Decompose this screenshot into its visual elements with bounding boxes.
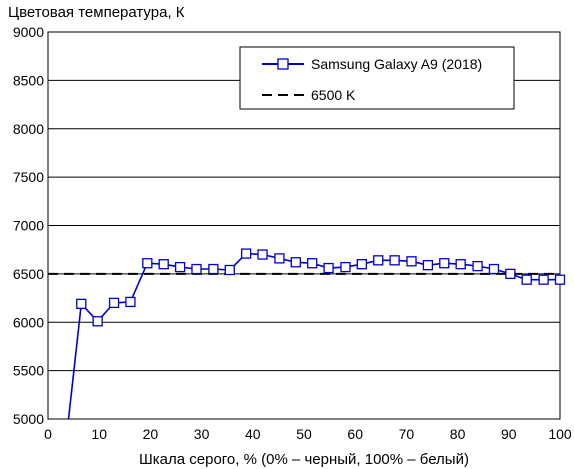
data-point xyxy=(125,296,136,308)
data-point xyxy=(307,258,318,269)
x-tick-label: 50 xyxy=(296,426,312,442)
data-point xyxy=(439,258,450,269)
y-tick-label: 5500 xyxy=(13,363,44,379)
data-point xyxy=(257,249,268,260)
x-tick-label: 90 xyxy=(501,426,517,442)
x-tick-label: 0 xyxy=(44,426,52,442)
y-tick-label: 7500 xyxy=(13,169,44,185)
data-point xyxy=(389,255,400,266)
y-tick-label: 6500 xyxy=(13,266,44,282)
data-point xyxy=(224,264,235,276)
y-tick-label: 8000 xyxy=(13,121,44,137)
data-point xyxy=(356,259,368,270)
data-point xyxy=(505,268,516,280)
legend-label-6500k: 6500 K xyxy=(311,87,356,103)
legend-marker-samsung xyxy=(277,58,289,70)
data-point xyxy=(274,253,285,264)
data-point xyxy=(142,258,153,269)
data-point xyxy=(108,297,120,309)
x-tick-label: 10 xyxy=(91,426,107,442)
series-line xyxy=(67,252,560,419)
data-point xyxy=(174,261,186,273)
data-point xyxy=(208,263,219,275)
legend-label-samsung: Samsung Galaxy A9 (2018) xyxy=(311,56,482,72)
y-tick-label: 9000 xyxy=(13,24,44,40)
legend-box xyxy=(239,46,515,110)
data-point xyxy=(538,274,549,285)
data-point xyxy=(488,263,500,275)
plot-frame xyxy=(47,31,561,420)
data-point xyxy=(406,256,417,267)
data-point xyxy=(340,261,351,273)
legend: Samsung Galaxy A9 (2018) 6500 K xyxy=(239,46,515,110)
data-point xyxy=(240,248,252,259)
data-point xyxy=(422,260,434,271)
y-tick-labels: 5000 5500 6000 6500 7000 7500 8000 8500 9000 xyxy=(13,24,44,427)
data-point xyxy=(472,260,483,272)
data-point xyxy=(158,259,169,270)
x-tick-label: 30 xyxy=(194,426,210,442)
x-tick-label: 20 xyxy=(143,426,159,442)
y-tick-label: 5000 xyxy=(13,411,44,427)
x-tick-label: 80 xyxy=(450,426,466,442)
x-tick-label: 40 xyxy=(245,426,261,442)
data-point xyxy=(554,274,566,285)
data-point xyxy=(290,257,301,268)
data-point xyxy=(92,316,103,327)
data-point xyxy=(191,263,202,275)
data-point xyxy=(455,259,466,270)
data-point xyxy=(76,298,87,310)
x-tick-labels: 0 10 20 30 40 50 60 70 80 90 100 xyxy=(44,426,572,442)
data-point xyxy=(373,255,384,266)
y-tick-label: 7000 xyxy=(13,218,44,234)
data-point xyxy=(521,274,532,285)
x-tick-label: 70 xyxy=(399,426,415,442)
y-axis-title: Цветовая температура, К xyxy=(8,4,185,21)
series-samsung xyxy=(67,248,566,419)
data-point xyxy=(323,262,334,274)
x-tick-label: 60 xyxy=(347,426,363,442)
x-axis-title: Шкала серого, % (0% – черный, 100% – бел… xyxy=(139,451,469,468)
y-tick-label: 8500 xyxy=(13,72,44,88)
y-tick-label: 6000 xyxy=(13,314,44,330)
x-tick-label: 100 xyxy=(548,426,572,442)
